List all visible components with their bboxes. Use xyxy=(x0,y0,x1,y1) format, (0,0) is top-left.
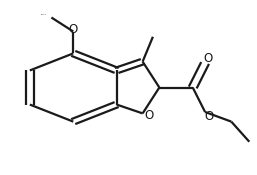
Text: O: O xyxy=(69,23,78,36)
Text: O: O xyxy=(144,109,154,122)
Text: O: O xyxy=(204,110,214,123)
Text: methoxy: methoxy xyxy=(41,14,47,15)
Text: O: O xyxy=(204,52,213,65)
